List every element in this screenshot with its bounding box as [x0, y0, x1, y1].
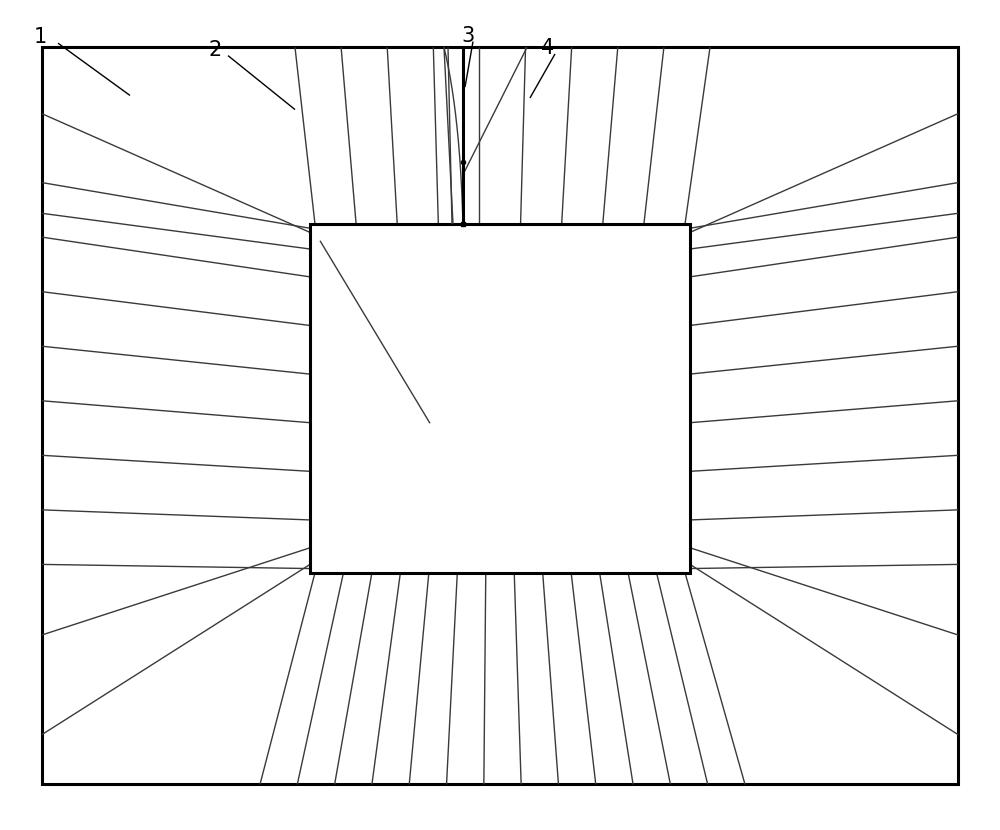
Text: 2: 2 — [208, 40, 222, 60]
Bar — [310, 224, 690, 573]
Text: 4: 4 — [541, 38, 555, 58]
Text: 3: 3 — [461, 26, 475, 46]
Text: 1: 1 — [33, 27, 47, 47]
Bar — [42, 47, 958, 784]
